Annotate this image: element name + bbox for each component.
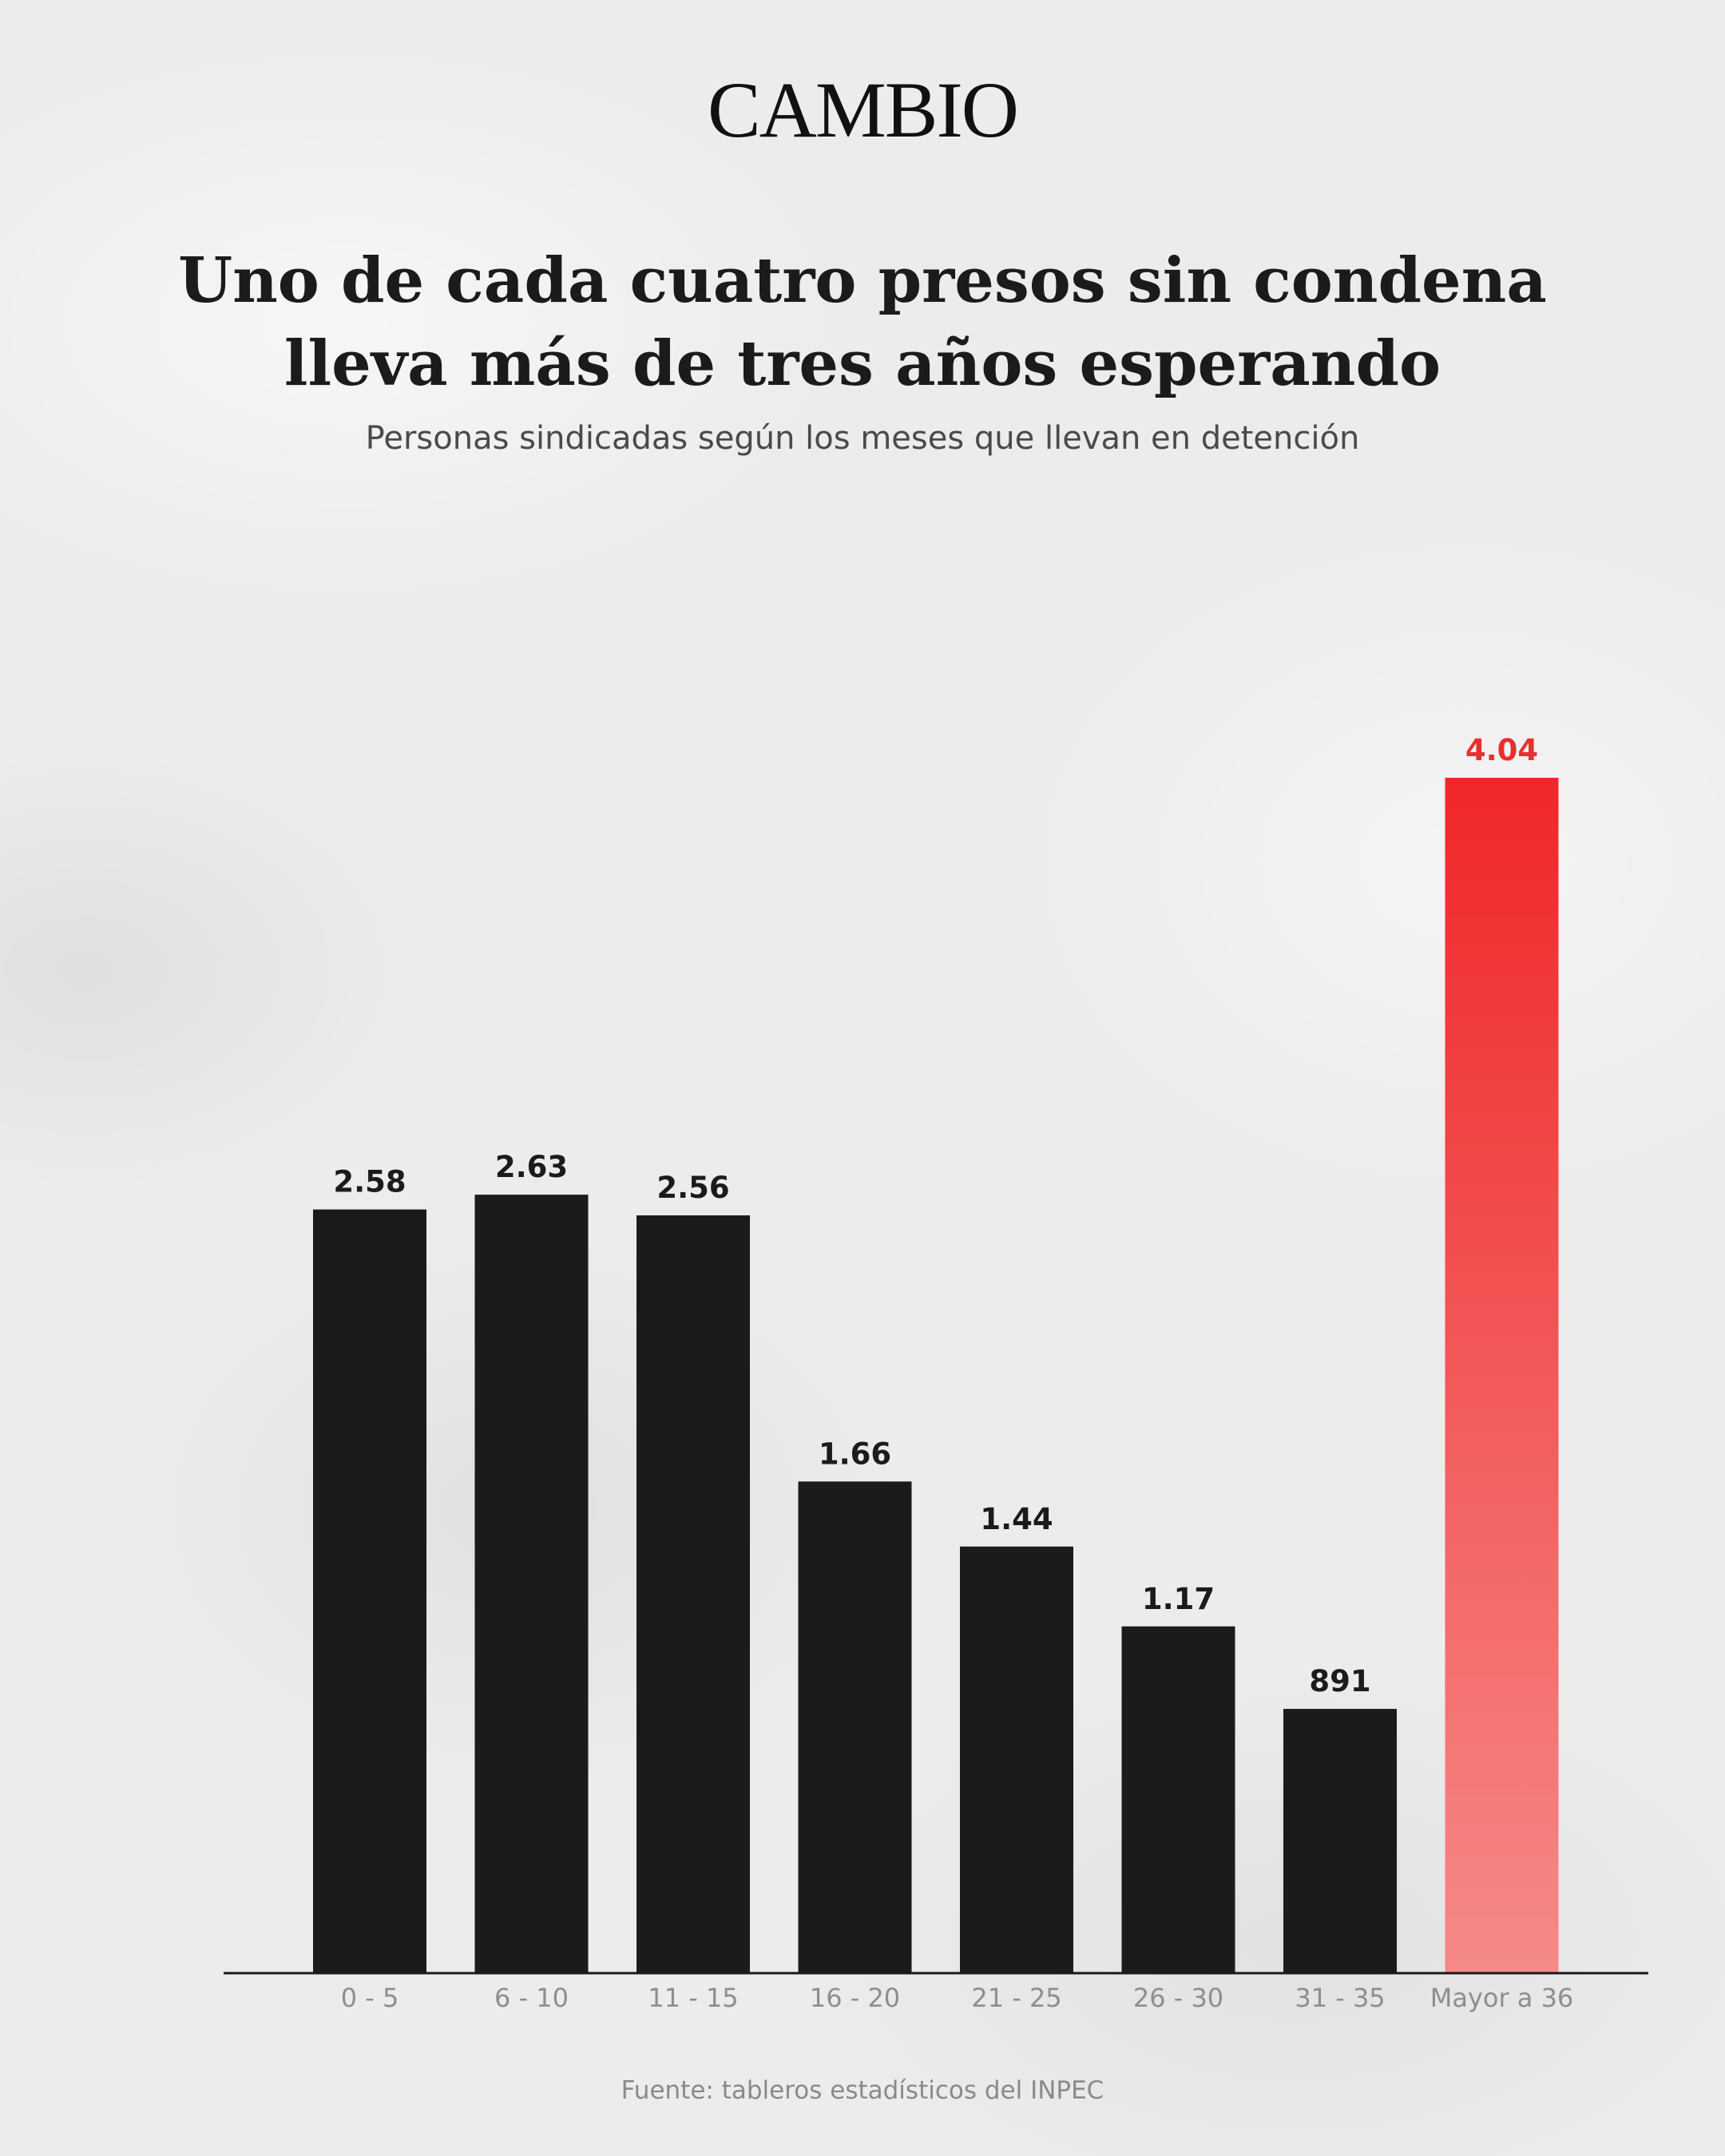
value-label-6: 891	[1309, 1664, 1370, 1698]
bar-4	[960, 1546, 1073, 1972]
bar-3	[798, 1481, 912, 1972]
chart-subtitle: Personas sindicadas según los meses que …	[365, 420, 1360, 457]
chart-title: Uno de cada cuatro presos sin condena ll…	[0, 240, 1725, 406]
value-label-4: 1.44	[980, 1502, 1053, 1536]
x-tick-label-7: Mayor a 36	[1430, 1983, 1574, 2013]
x-tick-label-0: 0 - 5	[341, 1983, 399, 2013]
bars-group	[313, 778, 1559, 1972]
brand-logo: CAMBIO	[707, 65, 1019, 154]
x-tick-label-3: 16 - 20	[810, 1983, 900, 2013]
chart-title-line-1: Uno de cada cuatro presos sin condena	[178, 244, 1547, 317]
value-label-2: 2.56	[656, 1171, 729, 1205]
value-label-1: 2.63	[495, 1150, 568, 1184]
source-note: Fuente: tableros estadísticos del INPEC	[621, 2076, 1104, 2105]
bar-0	[313, 1209, 426, 1972]
chart-title-line-2: lleva más de tres años esperando	[284, 327, 1441, 400]
value-label-7: 4.04	[1465, 733, 1538, 767]
bar-7	[1445, 778, 1559, 1972]
bar-1	[474, 1195, 589, 1972]
bar-2	[636, 1215, 750, 1972]
x-tick-label-4: 21 - 25	[971, 1983, 1061, 2013]
bar-6	[1283, 1709, 1397, 1972]
x-tick-label-2: 11 - 15	[648, 1983, 738, 2013]
x-tick-label-1: 6 - 10	[494, 1983, 569, 2013]
value-label-3: 1.66	[819, 1437, 891, 1471]
bar-5	[1121, 1626, 1235, 1972]
x-tick-label-5: 26 - 30	[1133, 1983, 1223, 2013]
x-tick-label-6: 31 - 35	[1295, 1983, 1385, 2013]
x-tick-labels-group: 0 - 5 6 - 10 11 - 15 16 - 20 21 - 25 26 - 30 3…	[341, 1983, 1574, 2013]
value-label-0: 2.58	[333, 1165, 406, 1199]
value-labels-group: 2.58 2.63 2.56 1.66 1.44 1.17 891 4.04	[333, 733, 1538, 1698]
value-label-5: 1.17	[1142, 1582, 1215, 1616]
